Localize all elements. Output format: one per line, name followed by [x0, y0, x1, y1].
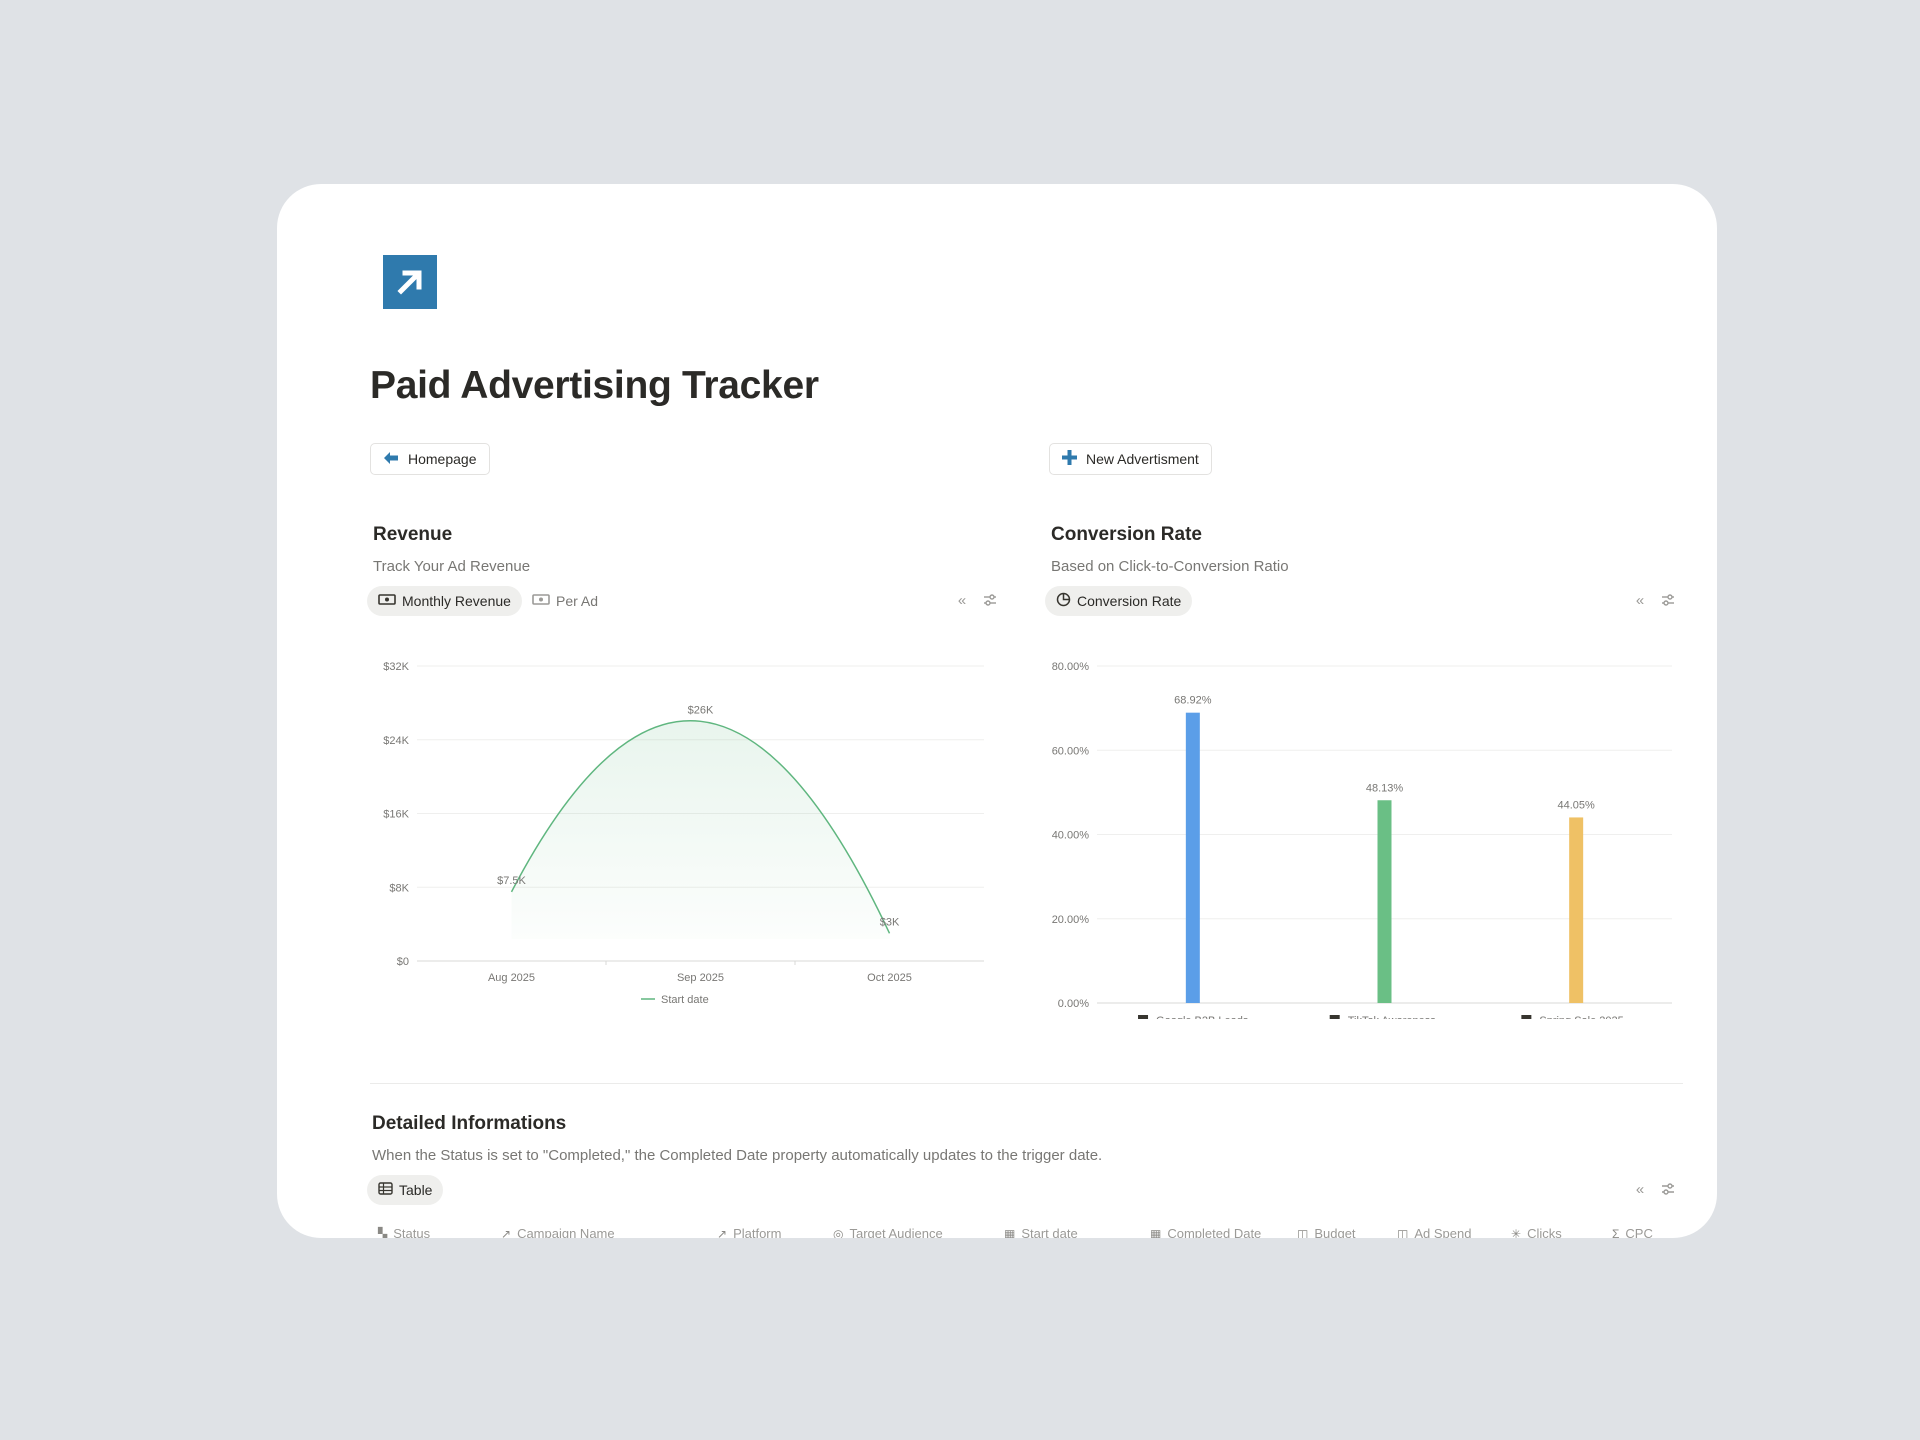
column-header-completed-date[interactable]: ▦ Completed Date — [1150, 1226, 1261, 1238]
y-tick-label: $0 — [397, 956, 409, 968]
y-tick-label: $16K — [383, 809, 409, 821]
series-line — [510, 720, 891, 934]
column-header-cpc[interactable]: Σ CPC — [1612, 1226, 1653, 1238]
y-tick-label: 0.00% — [1058, 998, 1089, 1010]
section-divider — [370, 1083, 1683, 1084]
homepage-button[interactable]: Homepage — [370, 443, 490, 475]
column-header-platform[interactable]: ↗ Platform — [717, 1226, 781, 1238]
sparkle-icon: ✳ — [1511, 1226, 1522, 1239]
arrow-up-right-icon — [383, 255, 437, 309]
legend-label: Start date — [661, 994, 709, 1006]
y-tick-label: 40.00% — [1052, 830, 1090, 842]
revenue-subtitle: Track Your Ad Revenue — [373, 558, 531, 575]
data-label: 44.05% — [1558, 799, 1596, 811]
bar — [1569, 817, 1584, 1003]
settings-sliders-icon[interactable] — [1657, 589, 1679, 611]
column-header-clicks[interactable]: ✳ Clicks — [1511, 1226, 1562, 1238]
relation-icon — [1521, 1015, 1532, 1019]
details-title: Detailed Informations — [372, 1113, 567, 1134]
conversion-subtitle: Based on Click-to-Conversion Ratio — [1051, 558, 1289, 575]
new-advertisment-button[interactable]: New Advertisment — [1049, 443, 1212, 475]
conversion-title: Conversion Rate — [1051, 524, 1202, 545]
collapse-icon[interactable]: « — [1635, 1180, 1645, 1198]
money-icon: ◫ — [1297, 1226, 1309, 1239]
y-tick-label: 20.00% — [1052, 914, 1090, 926]
calendar-icon: ▦ — [1004, 1226, 1016, 1239]
relation-icon — [1138, 1015, 1149, 1019]
table-icon — [378, 1182, 393, 1198]
x-tick-label: Aug 2025 — [488, 972, 535, 984]
x-tick-label: TikTok Awareness — [1329, 1015, 1437, 1019]
x-tick-text: Google B2B Leads — [1156, 1015, 1249, 1019]
y-tick-label: 80.00% — [1052, 661, 1090, 673]
relation-icon — [1329, 1015, 1340, 1019]
details-subtitle: When the Status is set to "Completed," t… — [372, 1147, 1103, 1164]
tab-monthly-revenue[interactable]: Monthly Revenue — [367, 586, 522, 616]
bar — [1185, 712, 1200, 1003]
sigma-icon: Σ — [1612, 1226, 1620, 1239]
arrow-left-icon — [383, 451, 399, 468]
money-icon — [378, 593, 396, 609]
tab-table-label: Table — [399, 1182, 433, 1198]
y-tick-label: 60.00% — [1052, 745, 1090, 757]
column-header-budget[interactable]: ◫ Budget — [1297, 1226, 1356, 1238]
x-tick-label: Sep 2025 — [677, 972, 724, 984]
collapse-icon[interactable]: « — [1635, 591, 1645, 609]
data-label: $7.5K — [497, 875, 526, 887]
y-tick-label: $32K — [383, 661, 409, 673]
column-header-ad-spend[interactable]: ◫ Ad Spend — [1397, 1226, 1471, 1238]
y-tick-label: $8K — [389, 882, 409, 894]
data-label: 68.92% — [1174, 695, 1212, 707]
revenue-area-chart: $0 $8K $16K $24K $32K Aug 2025 Sep 2025 Oct 202… — [383, 661, 984, 1006]
conversion-bar-chart: 0.00% 20.00% 40.00% 60.00% 80.00% 68.92% Googl… — [1052, 661, 1672, 1019]
relation-icon: ↗ — [501, 1226, 512, 1239]
money-icon: ◫ — [1397, 1226, 1409, 1239]
tab-per-ad-label: Per Ad — [556, 593, 599, 609]
x-tick-text: Spring Sale 2025 — [1539, 1015, 1623, 1019]
status-icon: ▚ — [378, 1226, 388, 1239]
page-card: Paid Advertising Tracker Homepage New Ad… — [277, 184, 1717, 1238]
tab-conversion-rate[interactable]: Conversion Rate — [1045, 586, 1193, 616]
plus-icon — [1062, 450, 1077, 468]
column-header-start-date[interactable]: ▦ Start date — [1004, 1226, 1078, 1238]
settings-sliders-icon[interactable] — [979, 589, 1001, 611]
relation-icon: ↗ — [717, 1226, 728, 1239]
tab-per-ad[interactable]: Per Ad — [521, 586, 609, 616]
data-label: 48.13% — [1366, 782, 1404, 794]
page-title: Paid Advertising Tracker — [370, 364, 819, 407]
homepage-button-label: Homepage — [408, 451, 477, 467]
x-tick-label: Spring Sale 2025 — [1521, 1015, 1624, 1019]
column-header-status[interactable]: ▚ Status — [378, 1226, 430, 1238]
target-icon: ◎ — [833, 1226, 844, 1239]
y-tick-label: $24K — [383, 735, 409, 747]
data-label: $3K — [880, 916, 900, 928]
calendar-icon: ▦ — [1150, 1226, 1162, 1239]
x-tick-text: TikTok Awareness — [1348, 1015, 1437, 1019]
column-header-campaign-name[interactable]: ↗ Campaign Name — [501, 1226, 615, 1238]
column-header-target-audience[interactable]: ◎ Target Audience — [833, 1226, 943, 1238]
tab-table[interactable]: Table — [367, 1175, 444, 1205]
series-area — [511, 720, 890, 939]
data-label: $26K — [688, 704, 714, 716]
tab-monthly-revenue-label: Monthly Revenue — [402, 593, 511, 609]
money-icon — [532, 593, 550, 609]
pie-chart-icon — [1056, 592, 1071, 610]
collapse-icon[interactable]: « — [957, 591, 967, 609]
x-tick-label: Google B2B Leads — [1138, 1015, 1249, 1019]
tab-conversion-rate-label: Conversion Rate — [1077, 593, 1182, 609]
new-advertisment-button-label: New Advertisment — [1086, 451, 1199, 467]
settings-sliders-icon[interactable] — [1657, 1178, 1679, 1200]
bar — [1377, 800, 1392, 1003]
revenue-title: Revenue — [373, 524, 453, 545]
x-tick-label: Oct 2025 — [867, 972, 912, 984]
